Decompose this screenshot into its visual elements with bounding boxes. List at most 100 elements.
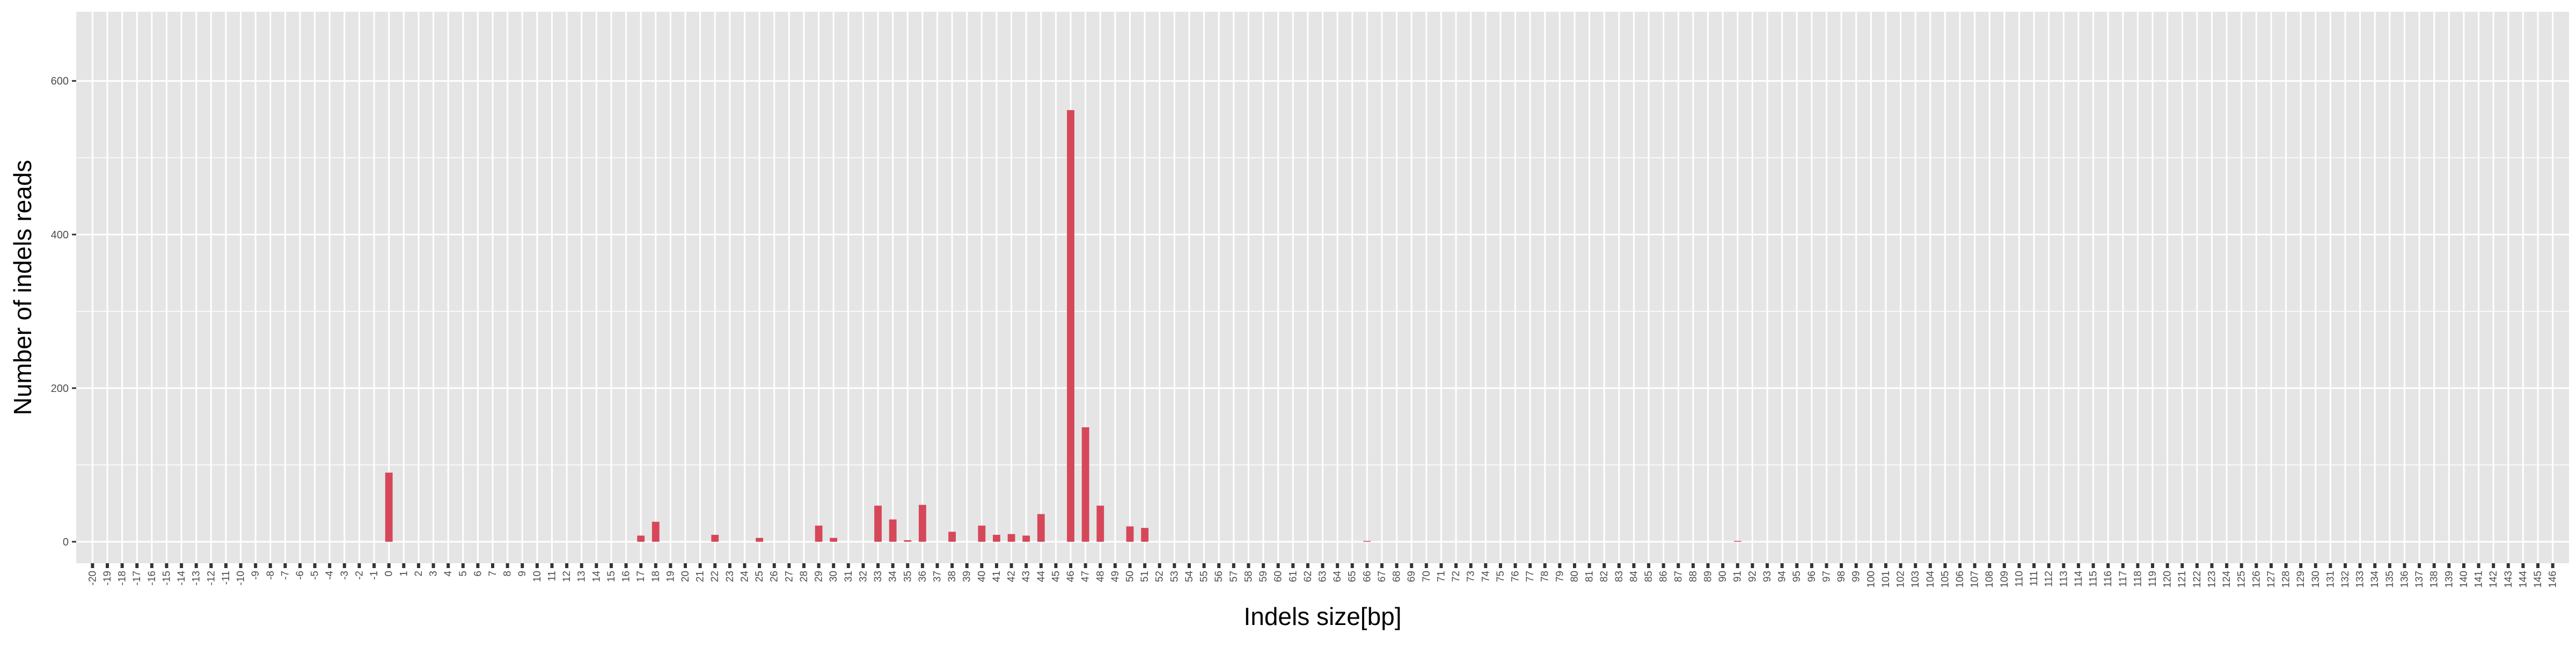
x-tick-label: 75 xyxy=(1495,571,1506,582)
x-tick-label: 136 xyxy=(2399,571,2410,588)
x-tick-label: 58 xyxy=(1243,571,1254,582)
x-tick-label: 38 xyxy=(947,571,958,582)
x-tick-label: 73 xyxy=(1466,571,1477,582)
x-tick-label: 83 xyxy=(1614,571,1625,582)
x-tick-label: 32 xyxy=(858,571,869,582)
x-tick-label: 26 xyxy=(769,571,780,582)
x-tick-label: 96 xyxy=(1806,571,1818,582)
y-tick-label: 200 xyxy=(51,383,69,395)
bar xyxy=(1126,526,1134,542)
x-tick-label: 107 xyxy=(1970,571,1981,588)
x-tick-label: 35 xyxy=(902,571,913,582)
x-tick-label: 119 xyxy=(2147,571,2158,587)
x-tick-label: 70 xyxy=(1421,571,1432,582)
bar xyxy=(815,525,823,542)
x-tick-label: 54 xyxy=(1184,571,1195,583)
x-tick-label: 108 xyxy=(1984,571,1995,588)
bars xyxy=(385,110,1741,542)
x-tick-label: 113 xyxy=(2058,571,2069,587)
x-tick-label: -15 xyxy=(161,571,172,585)
x-tick-label: 130 xyxy=(2310,571,2322,588)
x-tick-label: -7 xyxy=(280,571,291,580)
x-tick-label: -1 xyxy=(369,571,380,580)
x-tick-label: 135 xyxy=(2384,571,2396,588)
x-tick-label: 125 xyxy=(2236,571,2248,588)
x-tick-label: 102 xyxy=(1896,571,1907,588)
x-tick-label: 11 xyxy=(546,571,558,581)
x-tick-label: 110 xyxy=(2014,571,2025,587)
x-tick-label: -3 xyxy=(339,571,350,580)
x-tick-label: 41 xyxy=(991,571,1002,582)
bar xyxy=(1067,110,1074,542)
x-tick-label: 80 xyxy=(1569,571,1580,582)
x-tick-label: 65 xyxy=(1347,571,1358,582)
x-tick-label: 109 xyxy=(1999,571,2010,588)
x-tick-label: 29 xyxy=(814,571,825,582)
x-tick-label: 85 xyxy=(1643,571,1655,582)
x-tick-label: 111 xyxy=(2029,571,2040,586)
x-tick-label: 123 xyxy=(2206,571,2218,588)
x-tick-label: 49 xyxy=(1110,571,1121,582)
x-tick-label: 106 xyxy=(1955,571,1966,588)
x-tick-label: 37 xyxy=(932,571,943,582)
x-tick-label: 112 xyxy=(2044,571,2055,587)
x-tick-label: 6 xyxy=(472,571,484,577)
x-tick-label: 98 xyxy=(1836,571,1847,582)
x-tick-label: 92 xyxy=(1747,571,1758,582)
bar xyxy=(993,535,1000,542)
x-tick-label: 141 xyxy=(2473,571,2485,588)
x-tick-label: 140 xyxy=(2458,571,2470,588)
bar xyxy=(904,540,912,542)
x-tick-label: 79 xyxy=(1554,571,1565,582)
x-tick-label: 101 xyxy=(1880,571,1892,588)
x-tick-label: 122 xyxy=(2192,571,2203,588)
x-tick-label: 132 xyxy=(2340,571,2351,588)
bar xyxy=(1363,541,1371,542)
x-tick-label: 48 xyxy=(1095,571,1106,582)
x-tick-label: 15 xyxy=(606,571,617,582)
x-tick-label: -17 xyxy=(131,571,143,585)
x-tick-label: 104 xyxy=(1925,571,1936,588)
x-tick-label: 78 xyxy=(1540,571,1551,582)
x-tick-label: 133 xyxy=(2355,571,2366,588)
x-tick-label: -9 xyxy=(250,571,261,580)
x-tick-label: 0 xyxy=(384,571,395,577)
x-tick-label: 86 xyxy=(1658,571,1670,582)
x-tick-label: 134 xyxy=(2369,571,2381,588)
x-tick-label: 62 xyxy=(1302,571,1314,582)
x-tick-label: 142 xyxy=(2488,571,2499,588)
x-tick-label: 127 xyxy=(2266,571,2277,588)
x-tick-label: 129 xyxy=(2295,571,2307,588)
x-tick-label: -2 xyxy=(354,571,365,580)
x-tick-label: 56 xyxy=(1213,571,1225,582)
x-tick-label: 46 xyxy=(1065,571,1077,582)
x-tick-label: 20 xyxy=(680,571,691,582)
x-axis-ticks: -20 -19 -18 -17 -16 -15 -14 -13 -12 -11 -10 -9 -8 -7-… xyxy=(87,563,2559,588)
x-tick-label: 137 xyxy=(2414,571,2425,588)
x-tick-label: 55 xyxy=(1199,571,1210,582)
x-tick-label: 93 xyxy=(1762,571,1773,582)
x-tick-label: 143 xyxy=(2503,571,2514,588)
x-tick-label: 60 xyxy=(1273,571,1284,582)
x-tick-label: 100 xyxy=(1865,571,1877,588)
x-tick-label: 40 xyxy=(976,571,987,582)
bar xyxy=(918,505,926,542)
bar xyxy=(756,537,763,542)
x-tick-label: 105 xyxy=(1940,571,1951,588)
x-tick-label: 25 xyxy=(754,571,765,582)
x-tick-label: 9 xyxy=(517,571,528,577)
x-tick-label: 67 xyxy=(1377,571,1388,582)
x-tick-label: 2 xyxy=(413,571,425,577)
x-tick-label: 74 xyxy=(1480,571,1491,583)
bar xyxy=(1007,534,1015,542)
bar xyxy=(978,525,986,542)
x-tick-label: 128 xyxy=(2281,571,2292,588)
x-tick-label: 97 xyxy=(1821,571,1832,582)
x-tick-label: 63 xyxy=(1318,571,1329,582)
x-tick-label: 118 xyxy=(2132,571,2143,587)
x-tick-label: 91 xyxy=(1732,571,1744,582)
x-tick-label: 144 xyxy=(2518,571,2529,588)
x-tick-label: 72 xyxy=(1451,571,1462,582)
x-tick-label: 121 xyxy=(2177,571,2188,588)
x-tick-label: 114 xyxy=(2073,571,2084,587)
